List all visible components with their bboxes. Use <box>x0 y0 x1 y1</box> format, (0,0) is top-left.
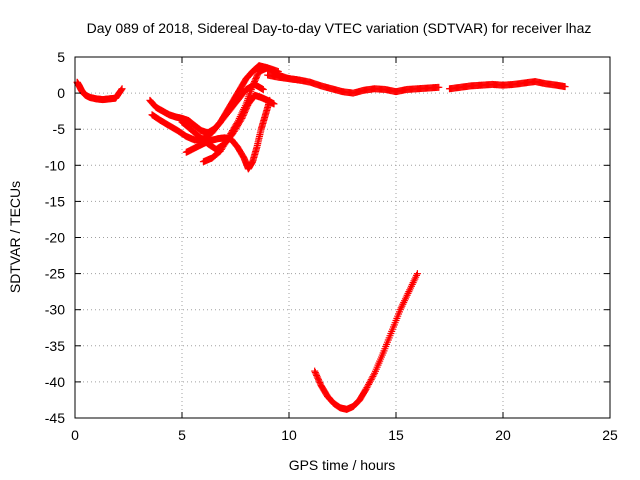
y-tick-label: -10 <box>45 157 65 173</box>
y-tick-label: -15 <box>45 193 65 209</box>
data-point <box>118 85 126 93</box>
tick-layer: 0 5 10 15 20 25 5 0 -5 -10 -15 -20 -25 -30 -35 -40 -45 <box>45 49 618 443</box>
y-tick-label: -45 <box>45 410 65 426</box>
grid-layer <box>75 57 610 418</box>
data-point <box>370 371 378 379</box>
data-point <box>413 270 421 278</box>
data-point <box>233 119 241 127</box>
x-tick-label: 10 <box>281 427 297 443</box>
y-tick-label: -5 <box>53 121 66 137</box>
data-point <box>369 372 377 380</box>
data-point <box>259 85 267 93</box>
y-tick-label: -20 <box>45 230 65 246</box>
data-point <box>362 385 370 393</box>
x-tick-label: 15 <box>388 427 404 443</box>
y-tick-label: -35 <box>45 338 65 354</box>
data-point <box>365 379 373 387</box>
data-point <box>364 382 372 390</box>
series-sat-c <box>148 80 267 144</box>
x-tick-label: 20 <box>495 427 511 443</box>
x-tick-label: 0 <box>71 427 79 443</box>
data-point <box>367 376 375 384</box>
series-sat-h <box>446 78 569 93</box>
data-point <box>363 384 371 392</box>
series-sat-f <box>199 64 282 166</box>
data-point <box>266 96 274 104</box>
y-axis-label: SDTVAR / TECUs <box>7 181 23 293</box>
y-tick-label: -25 <box>45 266 65 282</box>
series-sat-a <box>73 78 126 104</box>
data-point <box>365 380 373 388</box>
data-point <box>366 377 374 385</box>
chart-title: Day 089 of 2018, Sidereal Day-to-day VTE… <box>87 20 592 36</box>
series-sat-e <box>182 96 274 173</box>
data-point <box>435 83 443 91</box>
data-layer <box>73 62 569 413</box>
y-tick-label: -30 <box>45 302 65 318</box>
x-tick-label: 25 <box>602 427 618 443</box>
data-point <box>117 86 125 94</box>
x-axis-label: GPS time / hours <box>289 457 396 473</box>
data-point <box>368 374 376 382</box>
data-point <box>561 83 569 91</box>
y-tick-label: 5 <box>57 49 65 65</box>
y-tick-label: 0 <box>57 85 65 101</box>
series-sat-i <box>311 270 421 413</box>
series-sat-g <box>264 71 443 97</box>
x-tick-label: 5 <box>178 427 186 443</box>
data-point <box>270 100 278 108</box>
y-tick-label: -40 <box>45 374 65 390</box>
